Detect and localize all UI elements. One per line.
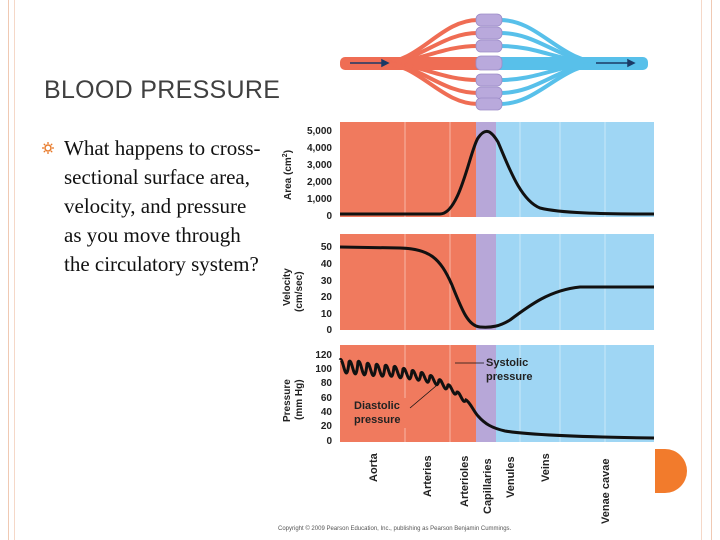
velocity-axis-label-2: (cm/sec) [294,271,305,312]
category-venae-cavae: Venae cavae [600,459,612,524]
tick-label: 3,000 [307,160,332,171]
pressure-ticks: 120 100 80 60 40 20 0 [315,350,332,447]
systolic-label-2: pressure [486,371,532,383]
slide-title: BLOOD PRESSURE [44,76,281,104]
y-axis-labels: Area (cm2) Velocity (cm/sec) Pressure (m… [282,150,305,422]
pressure-annotations: Systolic pressure Diastolic pressure [352,357,532,428]
category-arteries: Arteries [422,455,434,497]
category-capillaries: Capillaries [482,458,494,514]
category-veins: Veins [540,453,552,482]
diastolic-label-2: pressure [354,414,400,426]
velocity-curve [339,245,654,329]
pressure-axis-label-1: Pressure [282,379,293,422]
diastolic-label-1: Diastolic [354,400,400,412]
systolic-diastolic-curve [338,358,655,440]
panel-backgrounds [340,122,654,442]
tick-label: 0 [326,436,332,447]
tick-label: 50 [321,242,333,253]
vessel-category-labels: Aorta Arteries Arterioles Capillaries Ve… [368,452,612,524]
tick-label: 10 [321,309,333,320]
pressure-axis-label-2: (mm Hg) [294,379,305,420]
tick-label: 60 [321,393,333,404]
tick-label: 0 [326,211,332,222]
tick-label: 20 [321,292,333,303]
area-ticks: 5,000 4,000 3,000 2,000 1,000 0 [307,126,332,222]
area-curve [340,129,655,216]
tick-label: 40 [321,407,333,418]
tick-label: 40 [321,259,333,270]
vessel-network-diagram [340,13,648,111]
area-axis-label: Area (cm2) [282,150,294,200]
bullet-text: What happens to cross-sectional surface … [64,136,261,276]
category-aorta: Aorta [368,452,380,482]
copyright-footer: Copyright © 2009 Pearson Education, Inc.… [278,526,512,532]
tick-label: 0 [326,325,332,336]
category-venules: Venules [505,456,517,498]
velocity-ticks: 50 40 30 20 10 0 [321,242,333,336]
slide-border-outer [8,0,712,540]
tick-label: 80 [321,378,333,389]
tick-label: 2,000 [307,177,332,188]
sun-bullet-icon [42,142,54,154]
velocity-axis-label-1: Velocity [282,268,293,306]
tick-label: 120 [315,350,332,361]
tick-label: 5,000 [307,126,332,137]
tick-label: 4,000 [307,143,332,154]
slide-border-inner [14,0,702,540]
tick-label: 30 [321,276,333,287]
category-arterioles: Arterioles [459,456,471,507]
tick-label: 20 [321,421,333,432]
systolic-label-1: Systolic [486,357,528,369]
tick-label: 100 [315,364,332,375]
tick-label: 1,000 [307,194,332,205]
